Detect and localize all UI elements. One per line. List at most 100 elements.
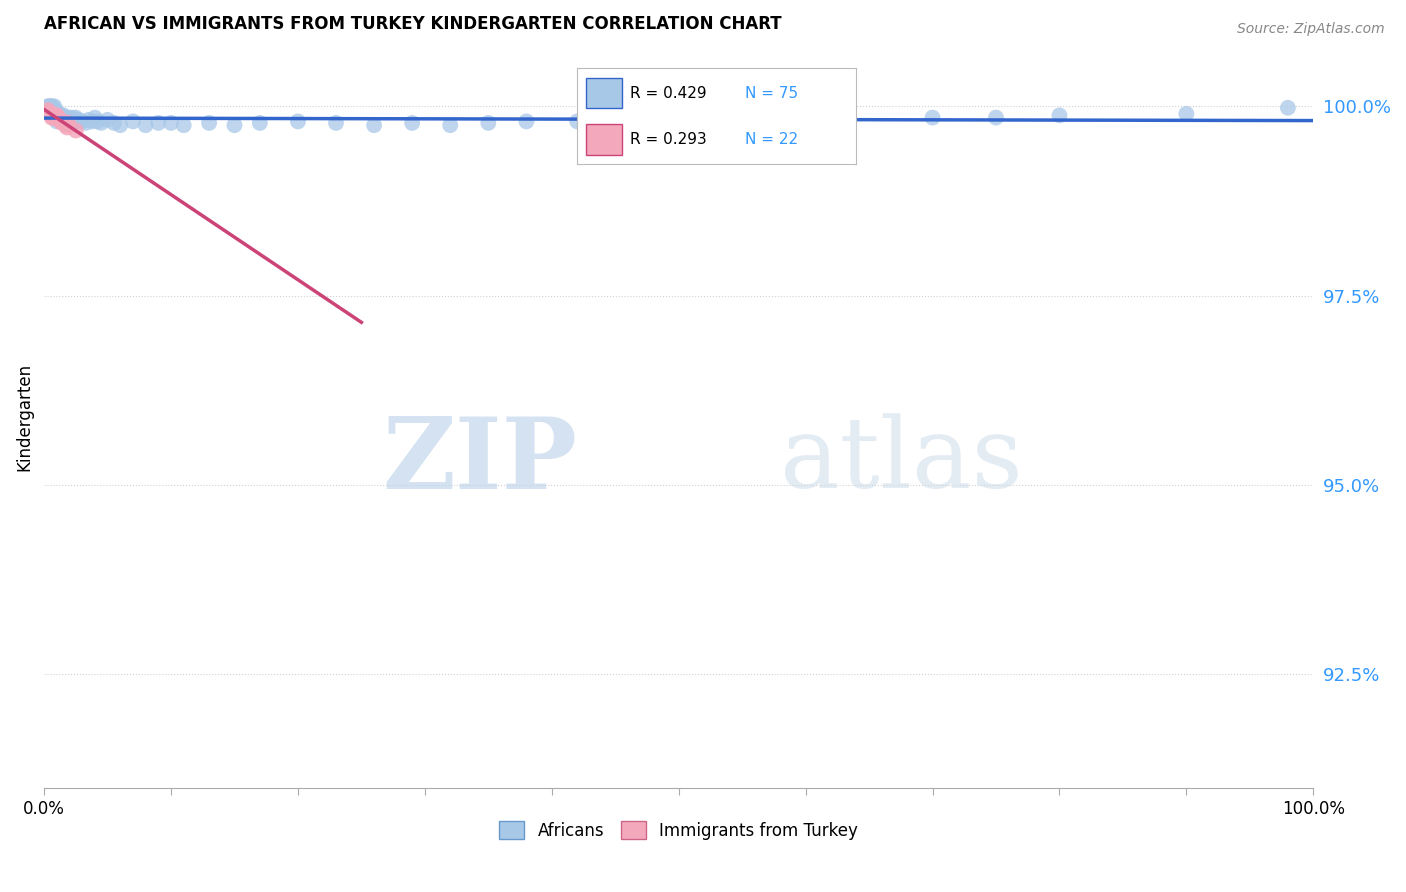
Point (53, 114, 76, 128)
Point (59, 114, 82, 128)
Point (52, 108, 75, 122)
Point (148, 116, 170, 130)
Point (53, 111, 76, 125)
Point (49, 108, 72, 122)
Point (41, 99, 63, 113)
Point (1277, 101, 1299, 115)
Point (46, 111, 69, 125)
Point (103, 116, 125, 130)
Point (173, 118, 195, 132)
Y-axis label: Kindergarten: Kindergarten (15, 363, 32, 471)
Point (44, 108, 66, 122)
Point (439, 118, 461, 132)
Point (42, 105, 65, 120)
Point (53, 116, 76, 130)
Point (65, 111, 87, 125)
Point (37, 103, 59, 117)
Point (39, 99, 62, 113)
Point (46, 112, 69, 126)
Point (565, 114, 588, 128)
Point (287, 114, 309, 128)
Text: Source: ZipAtlas.com: Source: ZipAtlas.com (1237, 22, 1385, 37)
Point (45, 108, 67, 122)
Point (62, 112, 84, 127)
Point (45, 111, 67, 125)
Point (44, 107, 66, 121)
Point (48, 107, 70, 121)
Point (45, 111, 67, 125)
Point (617, 116, 640, 130)
Point (37, 99, 59, 113)
Point (51, 111, 73, 125)
Point (83, 111, 105, 125)
Point (49, 114, 72, 128)
Point (42, 111, 65, 125)
Point (63, 114, 86, 128)
Point (44, 103, 66, 117)
Point (44, 99, 66, 113)
Point (401, 116, 423, 130)
Text: AFRICAN VS IMMIGRANTS FROM TURKEY KINDERGARTEN CORRELATION CHART: AFRICAN VS IMMIGRANTS FROM TURKEY KINDER… (44, 15, 782, 33)
Point (52, 114, 75, 128)
Point (45, 114, 67, 128)
Point (55, 112, 77, 127)
Point (44, 111, 66, 125)
Point (48, 111, 70, 125)
Point (224, 118, 246, 132)
Point (65, 123, 87, 137)
Point (363, 118, 385, 132)
Point (984, 111, 1007, 125)
Point (1175, 107, 1198, 121)
Point (41, 108, 63, 122)
Point (75, 116, 97, 130)
Point (35, 103, 58, 117)
Point (42, 108, 65, 122)
Point (38, 99, 60, 113)
Point (51, 116, 73, 130)
Point (70, 114, 93, 128)
Point (97, 112, 120, 127)
Point (325, 116, 347, 130)
Point (67, 112, 90, 127)
Point (56, 120, 79, 135)
Point (110, 118, 132, 132)
Point (46, 108, 69, 122)
Text: atlas: atlas (780, 413, 1024, 509)
Point (82, 114, 104, 128)
Point (58, 116, 80, 130)
Point (477, 116, 499, 130)
Point (56, 114, 79, 128)
Point (58, 111, 80, 125)
Point (41, 103, 63, 117)
Point (45, 105, 67, 120)
Point (668, 129, 690, 144)
Point (249, 116, 271, 130)
Point (58, 112, 80, 127)
Point (39, 101, 62, 115)
Point (49, 112, 72, 127)
Point (41, 111, 63, 125)
Point (160, 116, 183, 130)
Point (38, 105, 60, 120)
Point (198, 116, 221, 130)
Point (86, 114, 108, 128)
Point (90, 116, 112, 130)
Point (44, 108, 66, 122)
Point (135, 118, 157, 132)
Point (122, 114, 145, 128)
Point (51, 114, 73, 128)
Point (515, 114, 537, 128)
Point (44, 108, 66, 122)
Point (820, 112, 842, 126)
Text: ZIP: ZIP (382, 413, 576, 510)
Point (69, 114, 91, 128)
Point (744, 112, 766, 127)
Legend: Africans, Immigrants from Turkey: Africans, Immigrants from Turkey (492, 814, 865, 847)
Point (39, 107, 62, 121)
Point (48, 112, 70, 127)
Point (1049, 108, 1071, 122)
Point (42, 101, 65, 115)
Point (77, 112, 100, 127)
Point (52, 112, 75, 127)
Point (921, 111, 943, 125)
